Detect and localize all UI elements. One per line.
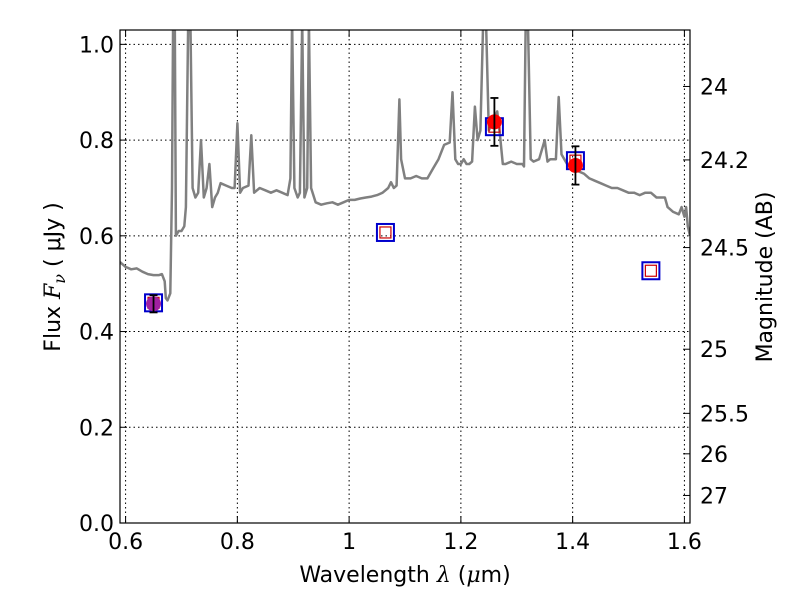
y2-tick-label: 26 [700, 443, 728, 468]
y2-tick-label: 27 [700, 484, 728, 509]
y-tick-label: 1.0 [79, 33, 114, 58]
x-tick-label: 1.6 [667, 530, 702, 555]
y2-tick-label: 24 [700, 75, 728, 100]
y2-tick-label: 25 [700, 338, 728, 363]
photometry-square-marker [375, 222, 395, 242]
x-tick-label: 1 [342, 530, 356, 555]
y-axis: 0.0 0.2 0.4 0.6 0.8 1.0 [79, 33, 127, 537]
y-tick-label: 0.4 [79, 321, 114, 346]
x-axis-title: Wavelength λ (μm) [299, 563, 510, 588]
y-tick-label: 0.6 [79, 225, 114, 250]
x-tick-label: 1.2 [443, 530, 478, 555]
y2-axis: 24 24.2 24.5 25 25.5 26 27 [683, 75, 749, 509]
y-tick-label: 0.2 [79, 416, 114, 441]
y2-tick-label: 24.2 [700, 149, 749, 174]
model-square-marker [644, 264, 657, 277]
x-axis: 0.6 0.8 1 1.2 1.4 1.6 [108, 30, 702, 555]
markers [144, 97, 661, 314]
y-axis-title: Flux Fν ( μJy ) [41, 202, 69, 351]
grid [120, 30, 690, 523]
y-tick-label: 0.0 [79, 512, 114, 537]
y2-tick-label: 25.5 [700, 402, 749, 427]
x-tick-label: 0.8 [220, 530, 255, 555]
y2-axis-title: Magnitude (AB) [753, 192, 778, 363]
y-tick-label: 0.8 [79, 129, 114, 154]
y2-tick-label: 24.5 [700, 237, 749, 262]
x-tick-label: 0.6 [108, 530, 143, 555]
model-square-marker [379, 226, 392, 239]
plot-area [120, 30, 690, 314]
x-tick-label: 1.4 [555, 530, 590, 555]
plot-frame [119, 29, 691, 524]
photometry-square-marker [641, 261, 661, 281]
